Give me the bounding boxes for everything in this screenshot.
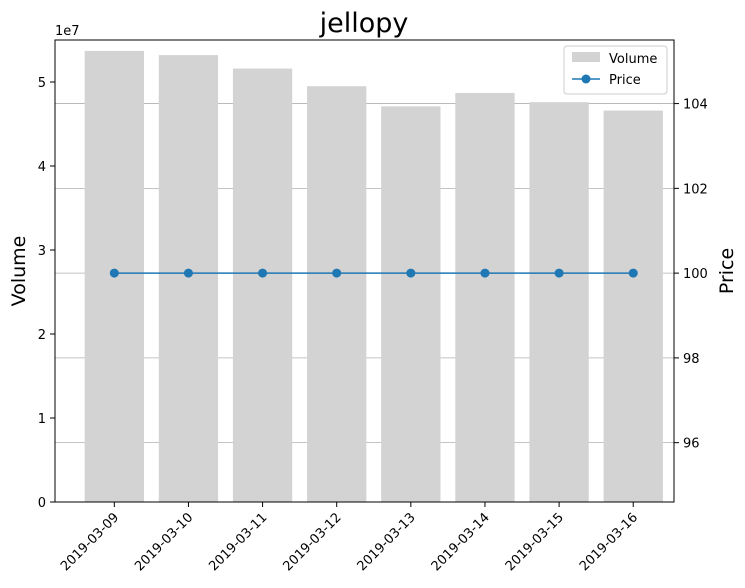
left-axis-tick-label: 0 [38,496,46,511]
volume-bar [455,92,515,503]
x-axis-tick-label: 2019-03-10 [132,510,196,574]
legend: Volume Price [563,45,668,95]
chart-title: jellopy [319,8,409,39]
volume-bar [307,86,367,502]
right-axis-tick-label: 102 [683,182,708,197]
legend-label-price: Price [609,73,641,88]
left-axis-tick-label: 5 [38,76,46,91]
legend-label-volume: Volume [609,52,657,67]
right-axis-tick-label: 100 [683,267,708,282]
x-axis-tick-label: 2019-03-09 [58,510,122,574]
volume-bar [603,110,663,502]
x-axis-tick-label: 2019-03-12 [280,510,344,574]
volume-bar [529,102,589,502]
price-point [109,268,119,278]
x-axis-tick-label: 2019-03-16 [577,510,641,574]
price-point [183,268,193,278]
left-axis-tick-label: 2 [38,328,46,343]
price-point [554,268,564,278]
left-axis-offset-text: 1e7 [55,24,80,39]
right-axis-tick-label: 104 [683,98,708,113]
price-point [332,268,342,278]
x-axis-tick-label: 2019-03-14 [429,510,493,574]
x-axis: 2019-03-09 2019-03-10 2019-03-11 2019-03-12… [58,502,641,574]
left-axis-label: Volume [8,236,30,307]
price-point [258,268,268,278]
volume-bar [381,106,441,503]
legend-swatch-volume [572,52,600,62]
price-point [628,268,638,278]
volume-bars [84,50,663,503]
right-axis-label: Price [716,248,738,294]
price-line [109,268,638,278]
volume-bar [158,55,219,503]
price-point [406,268,416,278]
right-axis: 96 98 100 102 104 [674,98,708,452]
volume-bar [232,68,293,502]
left-axis: 0 1 2 3 4 5 [38,76,55,511]
x-axis-tick-label: 2019-03-13 [355,510,419,574]
left-axis-tick-label: 4 [38,160,46,175]
legend-swatch-price-marker [581,74,591,84]
right-axis-tick-label: 96 [683,437,700,452]
x-axis-tick-label: 2019-03-11 [206,510,270,574]
left-axis-tick-label: 3 [38,244,46,259]
plot-frame [54,39,675,503]
x-axis-tick-label: 2019-03-15 [503,510,567,574]
price-point [480,268,490,278]
left-axis-tick-label: 1 [38,412,46,427]
right-axis-tick-label: 98 [683,352,700,367]
